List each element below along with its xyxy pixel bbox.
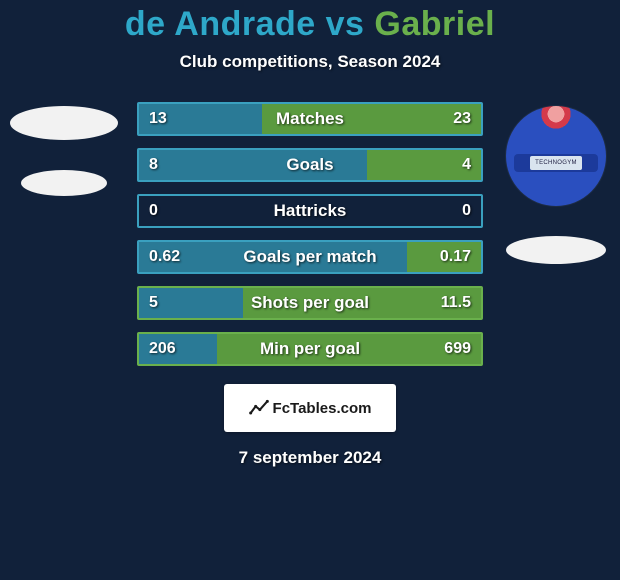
- jersey-sponsor-patch: TECHNOGYM: [530, 156, 582, 170]
- title-player-left: de Andrade: [125, 5, 316, 43]
- title-player-right: Gabriel: [374, 5, 495, 43]
- stat-value-right: 0.17: [440, 248, 471, 266]
- left-player-avatar-placeholder: [10, 106, 118, 140]
- stat-label: Matches: [139, 109, 481, 129]
- stat-bar: 0.62Goals per match0.17: [137, 240, 483, 274]
- right-player-club-placeholder: [506, 236, 606, 264]
- stat-value-right: 4: [462, 156, 471, 174]
- stat-value-right: 11.5: [441, 294, 471, 312]
- subtitle: Club competitions, Season 2024: [0, 52, 620, 72]
- footer-date: 7 september 2024: [0, 448, 620, 468]
- comparison-card: de Andrade vs Gabriel Club competitions,…: [0, 0, 620, 468]
- stat-value-right: 0: [462, 202, 471, 220]
- right-player-avatar: TECHNOGYM: [506, 106, 606, 206]
- stat-bar: 0Hattricks0: [137, 194, 483, 228]
- stat-bar: 5Shots per goal11.5: [137, 286, 483, 320]
- stat-label: Goals per match: [139, 247, 481, 267]
- right-player-column: TECHNOGYM: [501, 102, 611, 264]
- left-player-column: [9, 102, 119, 196]
- main-row: 13Matches23 8Goals4 0Hattricks0 0.62Goals p…: [0, 102, 620, 366]
- stat-bar: 206Min per goal699: [137, 332, 483, 366]
- left-player-club-placeholder: [21, 170, 107, 196]
- page-title: de Andrade vs Gabriel: [0, 5, 620, 44]
- stat-bar: 8Goals4: [137, 148, 483, 182]
- title-vs: vs: [316, 5, 375, 43]
- stat-label: Shots per goal: [139, 293, 481, 313]
- stat-bars: 13Matches23 8Goals4 0Hattricks0 0.62Goals p…: [137, 102, 483, 366]
- stat-label: Min per goal: [139, 339, 481, 359]
- stat-label: Hattricks: [139, 201, 481, 221]
- chart-icon: [249, 398, 269, 418]
- stat-bar: 13Matches23: [137, 102, 483, 136]
- stat-value-right: 23: [453, 110, 471, 128]
- stat-label: Goals: [139, 155, 481, 175]
- source-badge: FcTables.com: [224, 384, 396, 432]
- source-badge-text: FcTables.com: [273, 400, 372, 417]
- stat-value-right: 699: [444, 340, 471, 358]
